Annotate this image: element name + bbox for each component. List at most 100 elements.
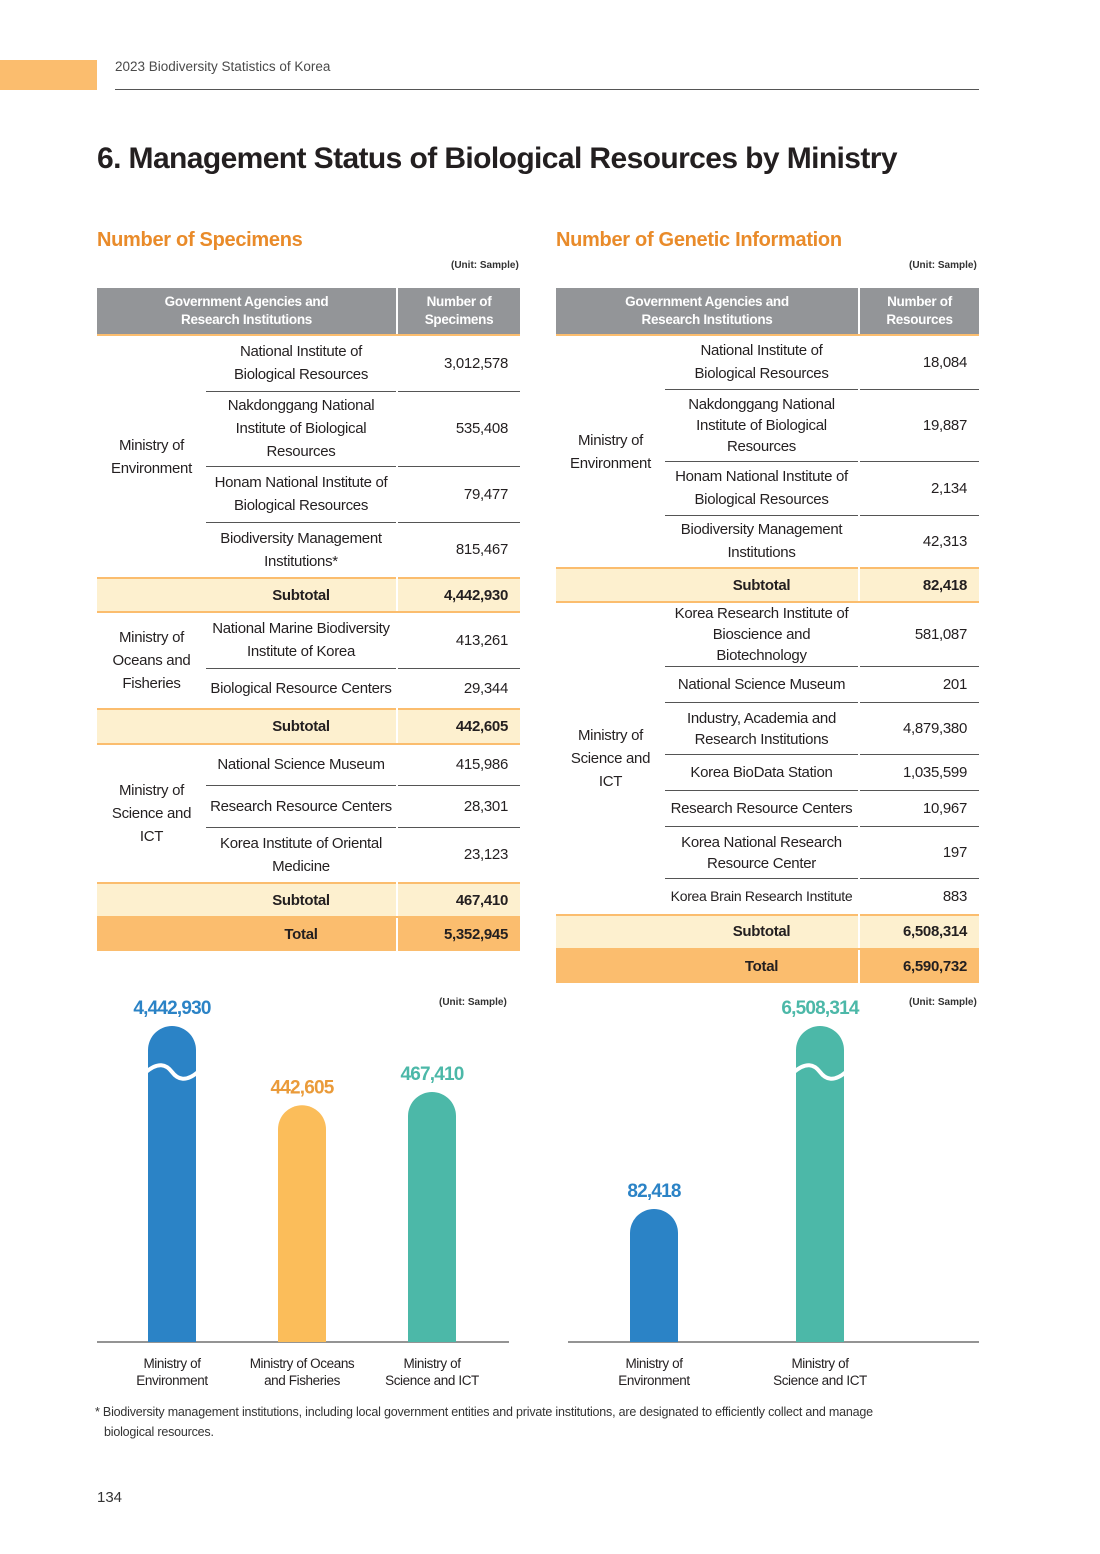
value-cell: 2,134 bbox=[859, 461, 979, 516]
table-row: Ministry of Environment National Institut… bbox=[97, 335, 520, 477]
institution-cell: Honam National Institute of Biological Re… bbox=[665, 461, 860, 516]
institution-cell: National Science Museum bbox=[206, 744, 398, 786]
value-cell: 4,879,380 bbox=[859, 702, 979, 755]
orange-tab bbox=[0, 60, 97, 90]
bar-value-label: 82,418 bbox=[627, 1181, 681, 1202]
subtotal-value: 6,508,314 bbox=[859, 913, 979, 950]
subtotal-label: Subtotal bbox=[206, 882, 398, 918]
specimens-bar-chart: 4,442,930 442,605 467,410 bbox=[97, 998, 509, 1343]
ministry-cell: Ministry of Oceans and Fisheries bbox=[112, 629, 191, 692]
institution-cell: Korea Institute of Oriental Medicine bbox=[206, 827, 398, 883]
institution-cell: Nakdonggang National Institute of Biologi… bbox=[206, 391, 398, 467]
subtotal-label: Subtotal bbox=[206, 708, 398, 745]
total-label: Total bbox=[665, 948, 860, 983]
institution-cell: Korea Brain Research Institute bbox=[665, 878, 860, 915]
table-row: Ministry of Science and ICT National Scien… bbox=[97, 744, 520, 845]
subtotal-row: Subtotal 467,410 bbox=[97, 882, 520, 918]
bar bbox=[796, 1026, 844, 1342]
value-cell: 581,087 bbox=[859, 602, 979, 667]
subtotal-label: Subtotal bbox=[665, 567, 860, 603]
total-value: 5,352,945 bbox=[397, 917, 520, 951]
value-cell: 29,344 bbox=[463, 679, 508, 697]
value-cell: 28,301 bbox=[397, 785, 520, 828]
table-row: Korea BioData Station 1,035,599 bbox=[556, 754, 979, 791]
col-header-resources: Number of Resources bbox=[859, 288, 979, 336]
value-cell: 815,467 bbox=[455, 541, 508, 559]
genetic-title: Number of Genetic Information bbox=[556, 229, 842, 251]
table-row: Korea National Research Resource Center 1… bbox=[556, 826, 979, 879]
total-label: Total bbox=[206, 917, 398, 951]
ministry-cell: Ministry of Environment bbox=[570, 431, 651, 472]
bar-value-label: 467,410 bbox=[400, 1064, 463, 1085]
value-cell: 18,084 bbox=[859, 335, 979, 390]
total-row: Total 5,352,945 bbox=[97, 917, 520, 951]
value-cell: 413,261 bbox=[397, 612, 520, 669]
col-header-specimens: Number of Specimens bbox=[397, 288, 520, 336]
axis-break-mark bbox=[144, 1063, 200, 1081]
subtotal-label: Subtotal bbox=[206, 577, 398, 613]
specimens-table: Government Agencies and Research Institut… bbox=[97, 288, 520, 951]
specimens-title: Number of Specimens bbox=[97, 229, 303, 251]
value-cell: 10,967 bbox=[859, 790, 979, 827]
col-header-agencies: Government Agencies and Research Institut… bbox=[556, 288, 860, 336]
footnote-line: biological resources. bbox=[104, 1425, 214, 1439]
subtotal-value: 442,605 bbox=[397, 708, 520, 745]
table-row: Honam National Institute of Biological Re… bbox=[556, 461, 979, 516]
subtotal-row: Subtotal 82,418 bbox=[556, 567, 979, 603]
institution-cell: Industry, Academia and Research Instituti… bbox=[665, 702, 860, 755]
value-cell: 535,408 bbox=[397, 391, 520, 467]
value-cell: 197 bbox=[859, 826, 979, 879]
header-rule bbox=[115, 89, 979, 90]
institution-cell: National Institute of Biological Resource… bbox=[206, 335, 398, 392]
value-cell: 883 bbox=[942, 887, 967, 905]
axis-break-mark bbox=[792, 1063, 848, 1081]
institution-cell: Research Resource Centers bbox=[665, 790, 860, 827]
institution-cell: Research Resource Centers bbox=[206, 785, 398, 828]
subtotal-value: 4,442,930 bbox=[397, 577, 520, 613]
bar bbox=[408, 1092, 456, 1342]
value-cell: 23,123 bbox=[463, 846, 508, 864]
table-row: Biodiversity Management Institutions* 815… bbox=[97, 522, 520, 578]
bar bbox=[148, 1026, 196, 1342]
institution-cell: Nakdonggang National Institute of Biologi… bbox=[665, 389, 860, 462]
subtotal-row: Subtotal 4,442,930 bbox=[97, 577, 520, 613]
category-label: Ministry of Environment bbox=[618, 1356, 690, 1388]
category-label: Ministry of Environment bbox=[136, 1356, 208, 1388]
subtotal-value: 82,418 bbox=[859, 567, 979, 603]
institution-cell: Korea Research Institute of Bioscience an… bbox=[665, 602, 860, 667]
chart1-unit: (Unit: Sample) bbox=[439, 997, 507, 1008]
category-label: Ministry of Science and ICT bbox=[773, 1356, 867, 1388]
institution-cell: Biological Resource Centers bbox=[206, 668, 398, 709]
genetic-bar-chart: 82,418 6,508,314 bbox=[568, 998, 979, 1343]
subtotal-row: Subtotal 6,508,314 bbox=[556, 913, 979, 950]
institution-cell: National Science Museum bbox=[665, 666, 860, 703]
genetic-table: Government Agencies and Research Institut… bbox=[556, 288, 979, 983]
institution-cell: National Institute of Biological Resource… bbox=[665, 335, 860, 390]
footnote-line: * Biodiversity management institutions, … bbox=[95, 1405, 873, 1419]
ministry-cell: Ministry of Environment bbox=[111, 436, 192, 477]
bar-value-label: 6,508,314 bbox=[781, 998, 860, 1019]
col-header-agencies: Government Agencies and Research Institut… bbox=[97, 288, 398, 336]
table-row: Ministry of Oceans and Fisheries National … bbox=[97, 612, 520, 692]
institution-cell: Biodiversity Management Institutions* bbox=[206, 522, 398, 578]
table-row: Korea Institute of Oriental Medicine 23,1… bbox=[97, 827, 520, 883]
value-cell: 42,313 bbox=[922, 532, 967, 550]
institution-cell: National Marine Biodiversity Institute of… bbox=[206, 612, 398, 669]
institution-cell: Korea National Research Resource Center bbox=[665, 826, 860, 879]
total-row: Total 6,590,732 bbox=[556, 948, 979, 983]
value-cell: 79,477 bbox=[397, 466, 520, 523]
running-head: 2023 Biodiversity Statistics of Korea bbox=[115, 59, 331, 74]
table-row: Research Resource Centers 28,301 bbox=[97, 785, 520, 828]
value-cell: 201 bbox=[859, 666, 979, 703]
table-row: Nakdonggang National Institute of Biologi… bbox=[556, 389, 979, 462]
table-row: Industry, Academia and Research Instituti… bbox=[556, 702, 979, 755]
ministry-cell: Ministry of Science and ICT bbox=[111, 782, 192, 845]
page-title: 6. Management Status of Biological Resou… bbox=[97, 142, 898, 175]
institution-cell: Honam National Institute of Biological Re… bbox=[206, 466, 398, 523]
footnote: * Biodiversity management institutions, … bbox=[95, 1402, 975, 1442]
page-number: 134 bbox=[97, 1489, 123, 1506]
subtotal-row: Subtotal 442,605 bbox=[97, 708, 520, 745]
bar-value-label: 4,442,930 bbox=[133, 998, 211, 1019]
ministry-cell: Ministry of Science and ICT bbox=[570, 726, 651, 790]
bar-value-label: 442,605 bbox=[270, 1077, 334, 1098]
